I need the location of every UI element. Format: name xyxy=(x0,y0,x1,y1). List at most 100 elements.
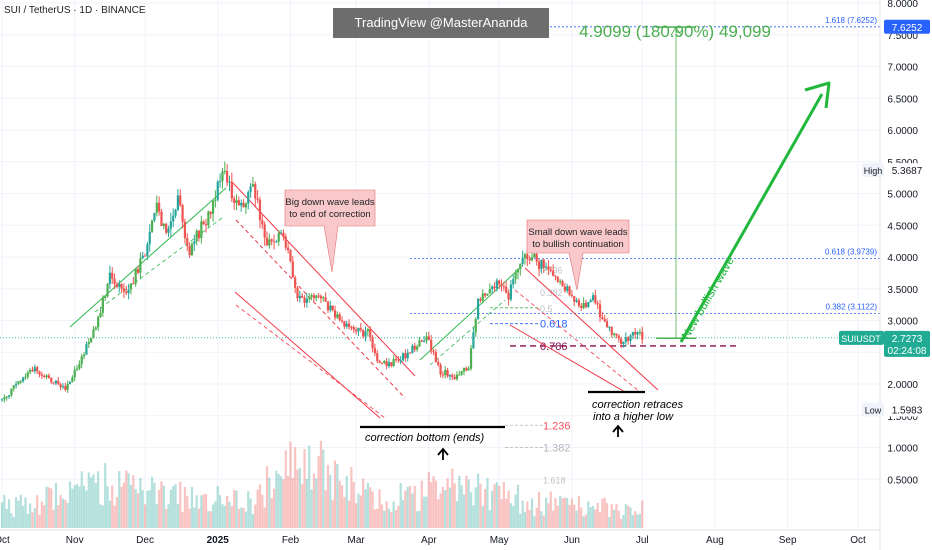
candle-body xyxy=(82,354,86,357)
candle-body xyxy=(620,338,623,344)
x-tick-label: Oct xyxy=(0,535,10,546)
volume-bar xyxy=(132,475,135,528)
candle-body xyxy=(580,305,583,308)
candle-body xyxy=(397,359,400,361)
volume-bar xyxy=(82,485,86,528)
candle-body xyxy=(301,295,304,298)
candle-body xyxy=(336,314,339,318)
candle-body xyxy=(68,381,72,384)
volume-bar xyxy=(580,507,583,528)
candle-body xyxy=(528,259,531,261)
volume-bar xyxy=(465,475,468,528)
volume-bar xyxy=(115,496,119,528)
candle-body xyxy=(394,359,398,361)
channel-upper-right xyxy=(524,267,659,391)
volume-bar xyxy=(261,494,264,528)
candle-body xyxy=(254,184,257,199)
candle-body xyxy=(369,329,372,337)
volume-bar xyxy=(495,482,498,528)
candle-body xyxy=(355,329,358,332)
candle-body xyxy=(484,293,487,296)
volume-bar xyxy=(244,511,248,528)
volume-bar xyxy=(19,494,22,528)
hl-tag xyxy=(862,402,884,417)
candle-body xyxy=(570,294,573,297)
y-tick-label: 6.5000 xyxy=(887,94,918,105)
volume-bar xyxy=(512,505,515,528)
hl-tag xyxy=(862,163,884,178)
volume-bar xyxy=(427,472,430,528)
time-axis[interactable]: Oct Nov Dec 2025 Feb Mar Apr May Jun Jul Aug Sep Oct xyxy=(0,529,880,546)
volume-bar xyxy=(603,497,606,528)
symbol-title[interactable]: SUI / TetherUS · 1D · BINANCE xyxy=(4,5,146,16)
volume-bar xyxy=(392,501,395,528)
volume-bar xyxy=(467,479,470,528)
candle-body xyxy=(200,221,203,239)
volume-bar xyxy=(498,486,501,528)
candle-body xyxy=(179,195,182,206)
candle-body xyxy=(312,295,316,299)
candle-body xyxy=(315,295,318,299)
candle-body xyxy=(612,333,616,335)
candle-body xyxy=(359,327,362,330)
candle-body xyxy=(54,380,58,384)
candle-body xyxy=(573,296,576,302)
volume-bar xyxy=(251,514,255,528)
volume-bar xyxy=(641,500,644,528)
volume-bar xyxy=(612,509,616,528)
volume-bar xyxy=(350,466,353,528)
volume-bar xyxy=(390,511,393,528)
candle-body xyxy=(22,377,25,382)
volume-bar xyxy=(317,456,320,528)
volume-bar xyxy=(122,482,126,528)
candle-body xyxy=(61,386,65,388)
candle-body xyxy=(589,300,592,302)
candle-body xyxy=(636,332,639,335)
volume-bar xyxy=(519,513,522,528)
candle-body xyxy=(31,369,34,372)
candle-body xyxy=(430,339,433,352)
volume-bar xyxy=(200,495,203,528)
volume-bar xyxy=(605,503,609,528)
volume-bar xyxy=(247,491,250,528)
volume-bar xyxy=(460,485,463,528)
volume-bar xyxy=(158,489,161,528)
candle-body xyxy=(202,221,205,225)
volume-bar xyxy=(38,514,41,528)
candle-body xyxy=(338,314,341,321)
volume-bar xyxy=(549,491,552,528)
candle-body xyxy=(387,362,391,367)
candle-body xyxy=(289,250,292,262)
price-axis[interactable]: 8.00007.50007.00006.50006.00005.50005.00… xyxy=(839,0,930,550)
inner-fib-label: 0.786 xyxy=(540,341,568,353)
candle-body xyxy=(162,223,165,226)
volume-bar xyxy=(484,488,487,528)
candle-body xyxy=(219,181,222,183)
volume-bar xyxy=(474,487,477,528)
volume-bar xyxy=(195,495,198,528)
x-tick-label: Jul xyxy=(636,535,649,546)
candle-body xyxy=(298,295,301,299)
symbol-badge-label: SUIUSDT xyxy=(841,334,881,344)
volume-bar xyxy=(153,482,156,528)
volume-bar xyxy=(272,488,276,528)
x-tick-label: Oct xyxy=(850,535,866,546)
inner-fib-label: 0.5 xyxy=(540,304,553,314)
candle-body xyxy=(132,283,135,285)
volume-bar xyxy=(537,491,541,528)
volume-bar xyxy=(437,499,440,528)
candle-body xyxy=(333,310,337,318)
x-tick-label: Aug xyxy=(706,535,724,546)
volume-bar xyxy=(146,490,149,528)
candle-body xyxy=(514,272,517,280)
candle-body xyxy=(523,254,527,259)
volume-bar xyxy=(296,469,299,528)
volume-bar xyxy=(240,507,243,528)
volume-bar xyxy=(29,503,32,528)
candle-body xyxy=(85,344,88,355)
candle-body xyxy=(634,332,637,335)
volume-bar xyxy=(118,471,121,528)
volume-bar xyxy=(221,504,224,528)
